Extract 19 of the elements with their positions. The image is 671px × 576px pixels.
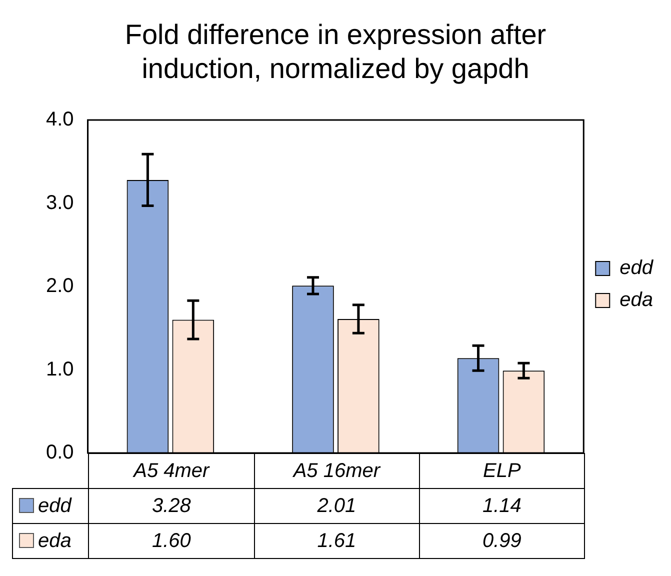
text: edd	[620, 257, 654, 280]
y-tick-label: 4.0	[46, 108, 74, 131]
legend-label: eda	[620, 289, 654, 312]
data-label: 3.28	[88, 488, 254, 524]
data-label: 2.01	[254, 488, 420, 524]
data-label: 1.60	[88, 524, 254, 558]
data-label: 1.14	[419, 488, 585, 524]
data-label: 1.61	[254, 524, 420, 558]
y-tick-label: 2.0	[46, 275, 74, 298]
y-tick-label: 3.0	[46, 192, 74, 214]
text: eda	[38, 530, 72, 552]
y-tick-label: 0.0	[46, 442, 74, 464]
x-tick-label: A5 16mer	[254, 454, 420, 488]
x-tick-label: ELP	[419, 454, 585, 488]
y-tick-label: 1.0	[46, 358, 74, 380]
x-tick-label: A5 4mer	[88, 454, 254, 488]
data-label: 0.99	[419, 524, 585, 558]
chart-title: Fold difference in expression after induction, normalized by gapdh	[124, 18, 548, 86]
legend-label: edd	[12, 488, 89, 524]
